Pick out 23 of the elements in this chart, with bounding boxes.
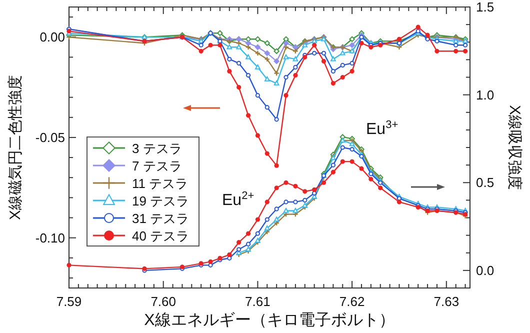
x-tick-label: 7.60 — [150, 294, 176, 309]
legend-label: 7 テスラ — [132, 158, 182, 174]
legend-label: 19 テスラ — [132, 194, 190, 208]
legend-label: 31 テスラ — [132, 211, 190, 226]
legend-label: 40 テスラ — [132, 228, 190, 244]
y2-tick-label: 1.5 — [476, 0, 494, 14]
y-tick-label: -0.05 — [35, 130, 65, 145]
x-tick-label: 7.62 — [339, 294, 365, 309]
annotation: Eu$^{3+}$ — [366, 119, 398, 138]
x-tick-label: 7.63 — [434, 294, 460, 309]
x-tick-label: 7.59 — [56, 294, 82, 309]
y2-tick-label: 0.5 — [476, 175, 494, 190]
y2-tick-label: 0.0 — [476, 262, 494, 278]
legend-label: 3 テスラ — [132, 141, 182, 156]
x-axis-title: X線エネルギー（キロ電子ボルト） — [144, 311, 395, 329]
y2-tick-label: 1.0 — [476, 87, 494, 102]
x-tick-label: 7.61 — [245, 294, 270, 309]
y-tick-label: 0.00 — [40, 30, 65, 45]
y-axis-title: X線磁気円二色性強度 — [7, 74, 24, 220]
legend-label: 11 テスラ — [132, 176, 188, 191]
annotation: Eu$^{2+}$ — [222, 190, 254, 209]
y-tick-label: -0.10 — [35, 230, 65, 246]
y2-axis-title: X線吸収強度 — [506, 104, 523, 190]
